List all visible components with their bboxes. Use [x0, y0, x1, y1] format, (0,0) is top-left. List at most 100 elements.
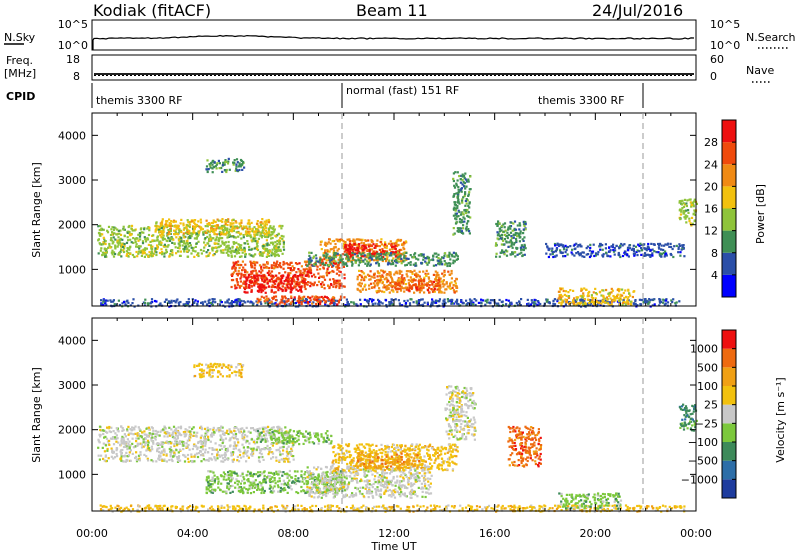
data-cell	[269, 225, 272, 228]
data-cell	[110, 228, 113, 231]
data-cell	[320, 248, 323, 251]
data-cell	[98, 228, 101, 232]
data-cell	[618, 246, 621, 249]
data-cell	[660, 244, 663, 247]
data-cell	[469, 301, 473, 304]
data-cell	[97, 231, 101, 235]
data-cell	[186, 250, 189, 253]
data-cell	[333, 246, 336, 249]
data-cell	[261, 275, 264, 279]
data-cell	[194, 223, 197, 226]
data-cell	[311, 282, 314, 286]
data-cell	[174, 432, 177, 435]
data-cell	[503, 226, 506, 229]
data-cell	[608, 304, 611, 307]
data-cell	[338, 285, 341, 288]
data-cell	[368, 298, 371, 301]
data-cell	[255, 229, 258, 232]
data-cell	[275, 278, 278, 281]
data-cell	[319, 243, 322, 246]
data-cell	[357, 251, 360, 254]
data-cell	[634, 300, 637, 303]
data-cell	[607, 302, 610, 305]
data-cell	[256, 278, 259, 281]
data-cell	[275, 249, 278, 252]
data-cell	[512, 222, 515, 225]
data-cell	[259, 287, 262, 290]
data-cell	[644, 300, 647, 303]
data-cell	[369, 258, 372, 262]
data-cell	[547, 255, 550, 259]
data-cell	[129, 304, 132, 307]
data-cell	[387, 287, 390, 290]
data-cell	[190, 235, 193, 238]
data-cell	[167, 236, 170, 239]
data-cell	[327, 272, 330, 275]
data-cell	[556, 300, 559, 303]
data-cell	[319, 261, 322, 264]
data-cell	[385, 251, 388, 254]
data-cell	[136, 255, 139, 258]
data-cell	[371, 303, 374, 306]
data-cell	[678, 200, 681, 203]
data-cell	[198, 225, 201, 228]
data-cell	[147, 243, 150, 246]
data-cell	[539, 302, 542, 306]
data-cell	[681, 199, 684, 202]
data-cell	[247, 456, 250, 459]
data-cell	[639, 242, 642, 245]
data-cell	[173, 242, 176, 246]
data-cell	[238, 244, 241, 247]
data-cell	[522, 228, 525, 231]
data-cell	[467, 220, 470, 223]
data-cell	[235, 158, 239, 161]
data-cell	[232, 433, 235, 436]
data-cell	[263, 275, 266, 278]
data-cell	[291, 282, 294, 285]
data-cell	[117, 239, 120, 242]
data-cell	[410, 278, 413, 281]
data-cell	[618, 254, 621, 257]
data-cell	[137, 454, 141, 457]
data-cell	[122, 225, 125, 228]
data-cell	[453, 255, 456, 258]
data-cell	[218, 227, 221, 230]
data-cell	[314, 262, 317, 265]
data-cell	[592, 291, 595, 294]
data-cell	[110, 300, 113, 303]
data-cell	[658, 242, 662, 245]
data-cell	[657, 242, 660, 246]
data-cell	[509, 239, 513, 242]
data-cell	[290, 269, 294, 272]
data-cell	[375, 290, 378, 293]
data-cell	[208, 457, 211, 460]
data-cell	[233, 227, 236, 230]
data-cell	[437, 259, 440, 262]
data-cell	[644, 254, 647, 257]
data-cell	[385, 244, 388, 248]
data-cell	[169, 224, 172, 227]
data-cell	[257, 224, 260, 227]
data-cell	[176, 435, 179, 438]
data-cell	[101, 254, 104, 257]
data-cell	[216, 427, 219, 430]
data-cell	[194, 299, 197, 302]
data-cell	[411, 272, 414, 275]
data-cell	[537, 301, 540, 304]
data-cell	[173, 229, 176, 232]
data-cell	[332, 285, 335, 288]
data-cell	[465, 229, 468, 232]
data-cell	[324, 303, 327, 306]
data-cell	[273, 246, 276, 249]
data-cell	[585, 253, 588, 256]
data-cell	[463, 181, 467, 185]
data-cell	[633, 290, 636, 293]
data-cell	[376, 275, 379, 278]
data-cell	[287, 266, 290, 269]
data-cell	[114, 244, 117, 247]
data-cell	[681, 247, 684, 250]
data-cell	[358, 269, 361, 272]
data-cell	[368, 245, 371, 248]
data-cell	[397, 282, 401, 285]
data-cell	[505, 303, 508, 306]
